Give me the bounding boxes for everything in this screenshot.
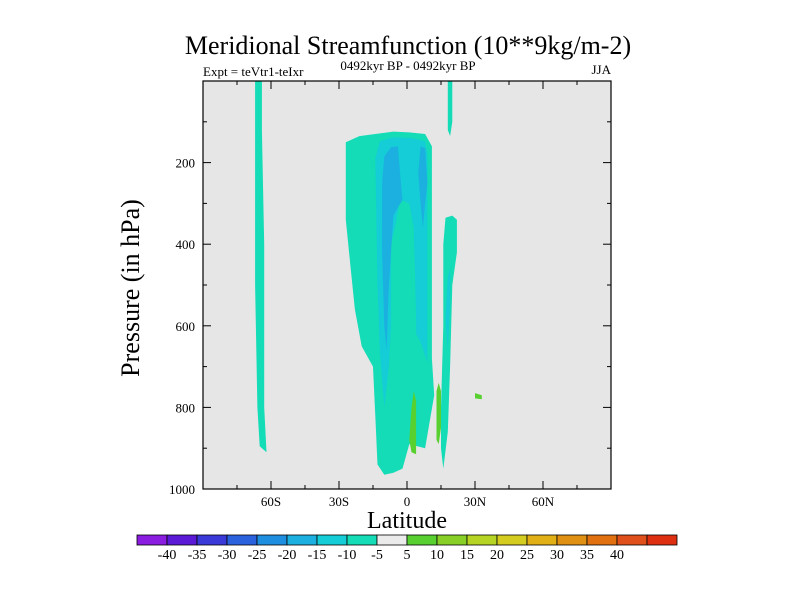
experiment-label: Expt = teVtr1-teIxr (203, 64, 304, 79)
contour-strip-20n-inner (445, 268, 451, 351)
colorbar-swatch (196, 534, 228, 546)
colorbar-swatch (616, 534, 648, 546)
x-tick-label: 30N (464, 494, 487, 509)
colorbar-label: 40 (610, 548, 624, 563)
season-label: JJA (591, 62, 611, 77)
contour-cell-m15 (382, 146, 403, 351)
colorbar-swatch (406, 534, 438, 546)
x-tick-label: 60N (532, 494, 555, 509)
colorbar-label: -35 (188, 548, 207, 563)
contour-green-right (436, 382, 441, 445)
colorbar-label: -5 (371, 548, 383, 563)
y-tick-label: 400 (176, 237, 196, 252)
colorbar-label: -30 (218, 548, 237, 563)
colorbar-swatch (526, 534, 558, 546)
colorbar-swatch (166, 534, 198, 546)
y-tick-label: 200 (176, 156, 196, 171)
contour-strip-60s (255, 81, 267, 453)
plot-frame (202, 80, 612, 490)
colorbar-swatch (316, 534, 348, 546)
contour-strip-20n (441, 215, 457, 469)
colorbar-swatch (496, 534, 528, 546)
colorbar-swatch (346, 534, 378, 546)
colorbar-swatch (586, 534, 618, 546)
colorbar-label: -20 (278, 548, 297, 563)
colorbar-swatch (136, 534, 168, 546)
x-tick-label: 30S (329, 494, 349, 509)
colorbar-label: 15 (460, 548, 474, 563)
contour-green-left (409, 391, 417, 455)
colorbar-label: -40 (158, 548, 177, 563)
colorbar-label: 35 (580, 548, 594, 563)
contour-green-dot (475, 393, 482, 400)
colorbar-swatch (556, 534, 588, 546)
chart-title: Meridional Streamfunction (10**9kg/m-2) (185, 31, 631, 60)
y-tick-label: 800 (176, 400, 196, 415)
contour-cell-m15-right (418, 146, 428, 228)
colorbar-label: 30 (550, 548, 564, 563)
colorbar-label: 25 (520, 548, 534, 563)
colorbar-label: -10 (338, 548, 357, 563)
colorbar-swatch (376, 534, 408, 546)
colorbar-swatch (466, 534, 498, 546)
colorbar-label: -25 (248, 548, 267, 563)
x-tick-label: 60S (261, 494, 281, 509)
colorbar-swatch (226, 534, 258, 546)
colorbar-label: 10 (430, 548, 444, 563)
chart-subtitle: 0492kyr BP - 0492kyr BP (340, 58, 475, 73)
colorbar-swatch (286, 534, 318, 546)
colorbar-swatch (436, 534, 468, 546)
y-tick-label: 1000 (169, 482, 195, 497)
colorbar-label: -15 (308, 548, 327, 563)
colorbar: -40 -35 -30 -25 -20 -15 -10 -5 5 10 15 20 25 30 35 40 (136, 534, 678, 563)
contour-regions (255, 81, 482, 475)
colorbar-swatch (256, 534, 288, 546)
axis-ticks: 60S 30S 0 30N 60N 200 400 600 800 1000 (169, 81, 611, 509)
x-axis-label: Latitude (367, 508, 447, 534)
colorbar-label: 20 (490, 548, 504, 563)
y-tick-label: 600 (176, 319, 196, 334)
y-axis-label: Pressure (in hPa) (116, 199, 145, 377)
x-tick-label: 0 (404, 494, 411, 509)
colorbar-swatch (646, 534, 678, 546)
colorbar-label: 5 (404, 548, 411, 563)
contour-strip-20n-top (447, 81, 453, 137)
